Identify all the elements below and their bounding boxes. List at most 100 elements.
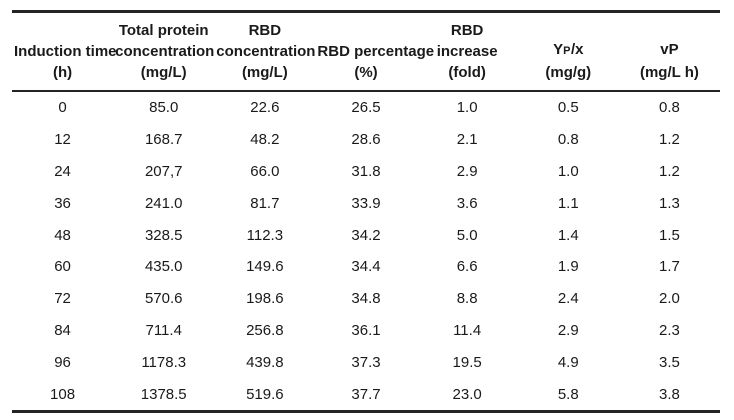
table-cell: 1.2 bbox=[658, 131, 680, 149]
table-row: 108 1378.5 519.6 37.7 23.0 5.8 3.8 bbox=[12, 378, 720, 411]
col-header-productivity-vp: vP (mg/L h) bbox=[619, 12, 720, 92]
table-cell: 519.6 bbox=[246, 385, 284, 403]
table-cell: 34.2 bbox=[351, 226, 381, 244]
table-cell: 5.0 bbox=[456, 226, 478, 244]
table-cell: 108 bbox=[50, 385, 76, 403]
col-header-unit: (%) bbox=[354, 64, 378, 81]
table-cell: 1.0 bbox=[557, 162, 579, 180]
table-cell: 6.6 bbox=[456, 258, 478, 276]
table-cell: 36.1 bbox=[351, 321, 381, 339]
table-row: 84 711.4 256.8 36.1 11.4 2.9 2.3 bbox=[12, 315, 720, 347]
col-header-label: RBD increase bbox=[436, 22, 498, 60]
table-cell: 1.7 bbox=[658, 258, 680, 276]
table-cell: 96 bbox=[54, 353, 71, 371]
table-cell: 2.3 bbox=[658, 321, 680, 339]
table-cell: 570.6 bbox=[144, 290, 183, 308]
table-cell: 34.8 bbox=[351, 290, 381, 308]
table-cell: 328.5 bbox=[144, 226, 183, 244]
col-header-label: RBD concentration bbox=[216, 22, 316, 60]
protein-expression-table: Induction time (h) Total protein concentr… bbox=[12, 10, 720, 413]
table-cell: 1.1 bbox=[557, 194, 579, 212]
col-header-label: RBD percentage bbox=[317, 43, 435, 60]
table-row: 0 85.0 22.6 26.5 1.0 0.5 0.8 bbox=[12, 91, 720, 124]
col-header-label: Induction time bbox=[14, 43, 117, 60]
table-cell: 37.7 bbox=[351, 385, 381, 403]
table-cell: 112.3 bbox=[246, 226, 284, 244]
table-cell: 1.4 bbox=[557, 226, 579, 244]
table-cell: 1378.5 bbox=[140, 385, 187, 403]
table-cell: 11.4 bbox=[453, 321, 482, 339]
table-cell: 1178.3 bbox=[141, 353, 187, 371]
col-header-unit: (mg/L) bbox=[241, 64, 288, 81]
col-header-rbd-increase: RBD increase (fold) bbox=[417, 12, 518, 92]
table-header: Induction time (h) Total protein concentr… bbox=[12, 12, 720, 92]
col-header-total-protein-concentration: Total protein concentration (mg/L) bbox=[113, 12, 214, 92]
table-cell: 2.9 bbox=[456, 162, 478, 180]
table-cell: 48 bbox=[54, 226, 71, 244]
table-cell: 168.7 bbox=[144, 131, 183, 149]
table-cell: 1.9 bbox=[557, 258, 579, 276]
table-cell: 37.3 bbox=[351, 353, 381, 371]
table-row: 12 168.7 48.2 28.6 2.1 0.8 1.2 bbox=[12, 124, 720, 156]
col-header-label: YP/x bbox=[553, 41, 584, 58]
table-cell: 24 bbox=[54, 162, 71, 180]
table-cell: 33.9 bbox=[351, 194, 381, 212]
table-row: 24 207,7 66.0 31.8 2.9 1.0 1.2 bbox=[12, 156, 720, 188]
table-cell: 0 bbox=[58, 99, 67, 117]
col-header-yield-yp-x: YP/x (mg/g) bbox=[518, 12, 619, 92]
table-cell: 256.8 bbox=[246, 321, 284, 339]
table-cell: 711.4 bbox=[145, 321, 182, 339]
table-cell: 23.0 bbox=[452, 385, 482, 403]
table-cell: 5.8 bbox=[557, 385, 579, 403]
table-row: 72 570.6 198.6 34.8 8.8 2.4 2.0 bbox=[12, 283, 720, 315]
col-header-unit: (fold) bbox=[448, 64, 486, 81]
col-header-unit: (mg/L h) bbox=[639, 64, 699, 81]
table-cell: 207,7 bbox=[144, 162, 183, 180]
col-header-rbd-percentage: RBD percentage (%) bbox=[315, 12, 435, 92]
table-cell: 34.4 bbox=[351, 258, 381, 276]
table-cell: 439.8 bbox=[246, 353, 284, 371]
table-cell: 2.1 bbox=[456, 131, 478, 149]
table-row: 96 1178.3 439.8 37.3 19.5 4.9 3.5 bbox=[12, 346, 720, 378]
table-cell: 48.2 bbox=[250, 131, 280, 149]
table-cell: 435.0 bbox=[144, 258, 183, 276]
table-cell: 149.6 bbox=[246, 258, 284, 276]
table-header-row: Induction time (h) Total protein concentr… bbox=[12, 12, 720, 92]
col-header-unit: (mg/L) bbox=[140, 64, 187, 81]
table-row: 36 241.0 81.7 33.9 3.6 1.1 1.3 bbox=[12, 187, 720, 219]
table-cell: 26.5 bbox=[351, 99, 381, 117]
table-cell: 198.6 bbox=[246, 290, 284, 308]
table-cell: 81.7 bbox=[250, 194, 280, 212]
table-row: 48 328.5 112.3 34.2 5.0 1.4 1.5 bbox=[12, 219, 720, 251]
table-cell: 60 bbox=[54, 258, 71, 276]
table-cell: 66.0 bbox=[250, 162, 280, 180]
table-cell: 84 bbox=[54, 321, 71, 339]
col-header-unit: (h) bbox=[52, 64, 73, 81]
table-row: 60 435.0 149.6 34.4 6.6 1.9 1.7 bbox=[12, 251, 720, 283]
table-cell: 12 bbox=[54, 131, 71, 149]
table-cell: 28.6 bbox=[351, 131, 381, 149]
table-cell: 241.0 bbox=[144, 194, 183, 212]
table-cell: 85.0 bbox=[149, 99, 179, 117]
col-header-unit: (mg/g) bbox=[545, 64, 592, 81]
table-cell: 3.6 bbox=[456, 194, 478, 212]
table-cell: 0.8 bbox=[658, 99, 680, 117]
table-cell: 19.5 bbox=[452, 353, 482, 371]
col-header-label: Total protein concentration bbox=[115, 22, 215, 60]
col-header-induction-time: Induction time (h) bbox=[12, 12, 117, 92]
table-cell: 2.4 bbox=[557, 290, 579, 308]
table-cell: 2.0 bbox=[658, 290, 680, 308]
table-cell: 8.8 bbox=[456, 290, 478, 308]
table-cell: 2.9 bbox=[557, 321, 579, 339]
table-cell: 3.8 bbox=[658, 385, 680, 403]
table-cell: 31.8 bbox=[351, 162, 381, 180]
table-cell: 1.2 bbox=[658, 162, 680, 180]
table-cell: 1.3 bbox=[658, 194, 680, 212]
table-cell: 1.5 bbox=[658, 226, 680, 244]
table-cell: 4.9 bbox=[557, 353, 579, 371]
table-body: 0 85.0 22.6 26.5 1.0 0.5 0.8 12 168.7 48.2 28.6 2.1… bbox=[12, 91, 720, 411]
col-header-rbd-concentration: RBD concentration (mg/L) bbox=[214, 12, 315, 92]
table-cell: 72 bbox=[54, 290, 71, 308]
table-cell: 0.8 bbox=[557, 131, 579, 149]
